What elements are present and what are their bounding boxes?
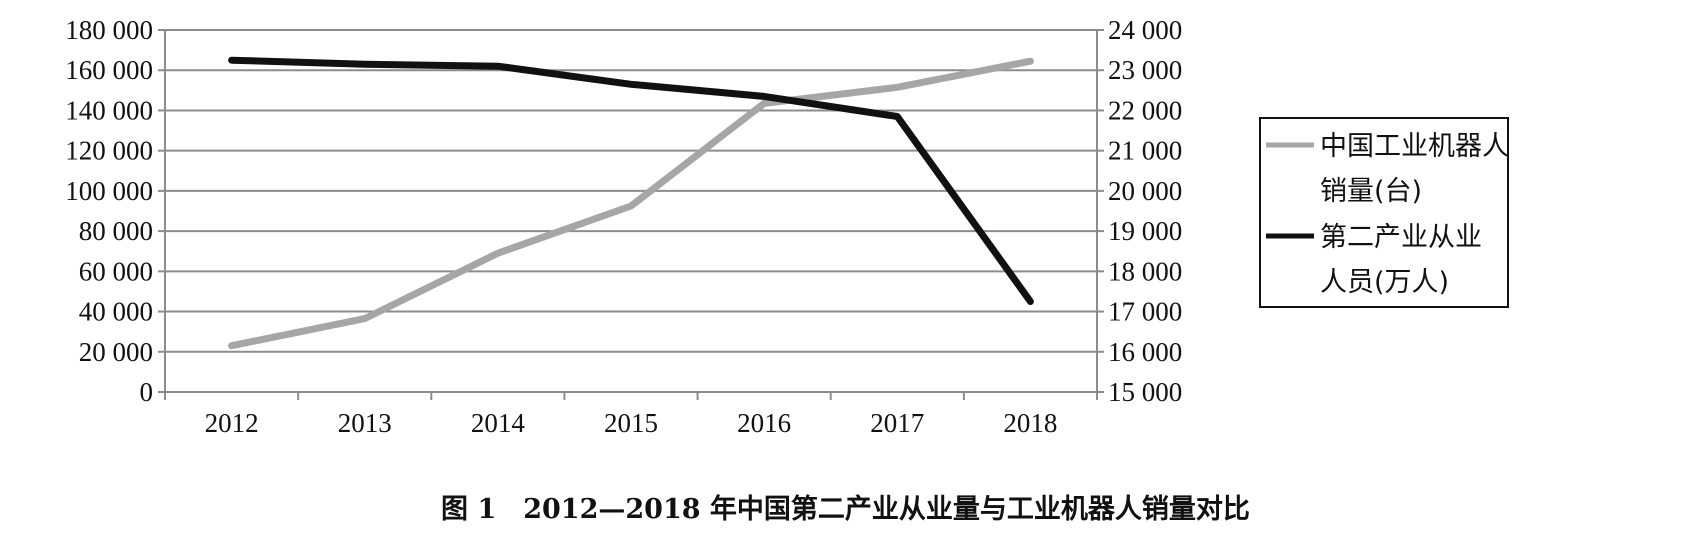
x-tick-label: 2013 [338,408,392,438]
right-tick-label: 17 000 [1108,297,1182,327]
x-tick-label: 2012 [205,408,259,438]
right-tick-label: 22 000 [1108,95,1182,125]
legend-label: 销量(台) [1320,176,1422,207]
left-tick-label: 180 000 [65,15,153,45]
x-tick-label: 2014 [471,408,526,438]
right-tick-label: 24 000 [1108,15,1182,45]
left-tick-label: 20 000 [79,337,153,367]
left-tick-label: 160 000 [65,55,153,85]
left-tick-label: 140 000 [65,95,153,125]
right-tick-label: 18 000 [1108,256,1182,286]
series-lines [228,56,1034,350]
x-tick-label: 2015 [604,408,658,438]
legend-box [1259,117,1509,308]
left-tick-label: 100 000 [65,176,153,206]
x-tick-label: 2018 [1003,408,1057,438]
left-axis-ticks: 0 20 000 40 000 60 000 80 000 100 000 120 000 1… [65,15,165,407]
x-tick-label: 2016 [737,408,791,438]
x-tick-label: 2017 [870,408,924,438]
right-tick-label: 20 000 [1108,176,1182,206]
left-tick-label: 80 000 [79,216,153,246]
left-tick-label: 60 000 [79,256,153,286]
left-tick-label: 40 000 [79,297,153,327]
right-axis-ticks: 15 000 16 000 17 000 18 000 19 000 20 000 21 0… [1097,15,1182,407]
x-axis-ticks: 2012 2013 2014 2015 2016 2017 2018 [164,392,1098,438]
legend-label: 人员(万人) [1320,267,1449,298]
legend-label: 中国工业机器人 [1320,131,1509,162]
axes [164,30,1098,393]
gridlines [165,29,1097,353]
right-tick-label: 19 000 [1108,216,1182,246]
series-line-1 [228,57,1034,350]
right-tick-label: 21 000 [1108,136,1182,166]
right-tick-label: 23 000 [1108,55,1182,85]
figure-caption: 图 1 2012—2018 年中国第二产业从业量与工业机器人销量对比 [441,494,1250,525]
series-line-2 [228,56,1034,305]
legend-label: 第二产业从业 [1320,222,1482,253]
right-tick-label: 15 000 [1108,377,1182,407]
left-tick-label: 120 000 [65,136,153,166]
left-tick-label: 0 [140,377,154,407]
right-tick-label: 16 000 [1108,337,1182,367]
